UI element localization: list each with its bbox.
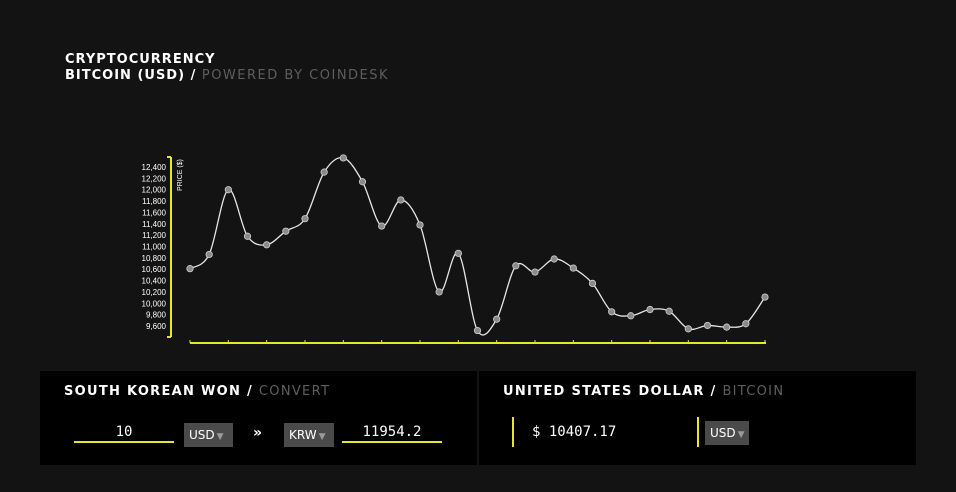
data-point (684, 325, 692, 333)
y-tick-label: 10,200 (142, 288, 167, 297)
data-point (723, 323, 731, 331)
data-point (358, 178, 367, 186)
data-point (205, 250, 213, 259)
data-point (435, 288, 443, 296)
y-tick-label: 11,600 (142, 208, 166, 217)
y-tick-label: 9,600 (146, 322, 167, 331)
converter-title: SOUTH KOREAN WON / CONVERT (64, 384, 330, 399)
to-amount-input[interactable]: 11954.2 (342, 423, 442, 443)
y-tick-label: 12,000 (142, 186, 167, 195)
y-tick-label: 12,400 (142, 163, 167, 172)
usd-currency-select[interactable]: USD ▼ (705, 421, 749, 445)
data-point (608, 308, 616, 316)
chevron-down-icon: ▼ (737, 430, 745, 440)
data-point (646, 305, 654, 314)
data-point (531, 268, 539, 276)
to-currency-value: KRW (289, 428, 317, 442)
page-subtitle: BITCOIN (USD) / POWERED BY COINDESK (65, 68, 389, 84)
data-point (282, 227, 290, 235)
price-chart: 12,400 12,200 12,000 11,800 11,600 11,400 11,2… (142, 154, 769, 344)
chevron-down-icon: ▼ (216, 432, 224, 442)
y-tick-label: 10,400 (142, 277, 167, 286)
y-tick-label: 10,600 (142, 265, 167, 274)
converter-panel: SOUTH KOREAN WON / CONVERT 10 USD ▼ » KRW… (40, 371, 477, 465)
btc-price-value: $ 10407.17 (512, 417, 616, 447)
data-point (301, 215, 309, 223)
from-amount-input[interactable]: 10 (74, 423, 174, 443)
data-point (473, 326, 482, 335)
data-point (263, 241, 271, 249)
series-line (189, 157, 766, 336)
usd-title: UNITED STATES DOLLAR / BITCOIN (503, 384, 784, 399)
usd-currency-value: USD (710, 426, 736, 440)
data-point (454, 249, 462, 257)
y-axis-label: PRICE ($) (177, 159, 184, 191)
converter-title-main: SOUTH KOREAN WON / (64, 384, 254, 399)
data-point (588, 279, 597, 288)
y-tick-label: 11,200 (142, 231, 166, 240)
subtitle-main: BITCOIN (USD) / (65, 68, 197, 83)
usd-panel: UNITED STATES DOLLAR / BITCOIN $ 10407.1… (479, 371, 916, 465)
data-point (512, 262, 520, 270)
chevron-down-icon: ▼ (318, 432, 326, 442)
data-point (378, 222, 386, 230)
data-point (569, 264, 577, 272)
usd-title-main: UNITED STATES DOLLAR / (503, 384, 717, 399)
data-point (550, 255, 558, 263)
divider (697, 417, 699, 447)
data-point (339, 154, 347, 162)
y-tick-label: 10,800 (142, 254, 167, 263)
y-tick-label: 9,800 (146, 311, 167, 320)
y-tick-label: 11,400 (142, 220, 166, 229)
data-point (186, 265, 194, 273)
y-tick-label: 11,800 (142, 197, 166, 206)
data-point (224, 186, 232, 194)
data-point (703, 321, 712, 330)
y-tick-label: 12,200 (142, 174, 167, 183)
page-title: CRYPTOCURRENCY (65, 52, 216, 67)
data-point (761, 293, 769, 301)
data-point (627, 312, 635, 320)
y-tick-label: 11,000 (142, 243, 166, 252)
data-point (416, 221, 424, 229)
convert-arrow-icon: » (253, 425, 263, 441)
from-currency-value: USD (189, 428, 215, 442)
powered-by-link[interactable]: POWERED BY COINDESK (201, 68, 390, 83)
data-point (397, 196, 405, 204)
page-header: CRYPTOCURRENCY BITCOIN (USD) / POWERED B… (65, 52, 389, 84)
y-tick-label: 10,000 (142, 299, 167, 308)
data-point (320, 168, 328, 176)
to-currency-select[interactable]: KRW ▼ (284, 423, 334, 447)
convert-link[interactable]: CONVERT (258, 384, 331, 399)
data-point (243, 232, 252, 240)
data-point (493, 315, 501, 323)
bitcoin-link[interactable]: BITCOIN (722, 384, 785, 399)
data-point (742, 320, 750, 328)
from-currency-select[interactable]: USD ▼ (184, 423, 233, 447)
data-point (665, 307, 673, 315)
